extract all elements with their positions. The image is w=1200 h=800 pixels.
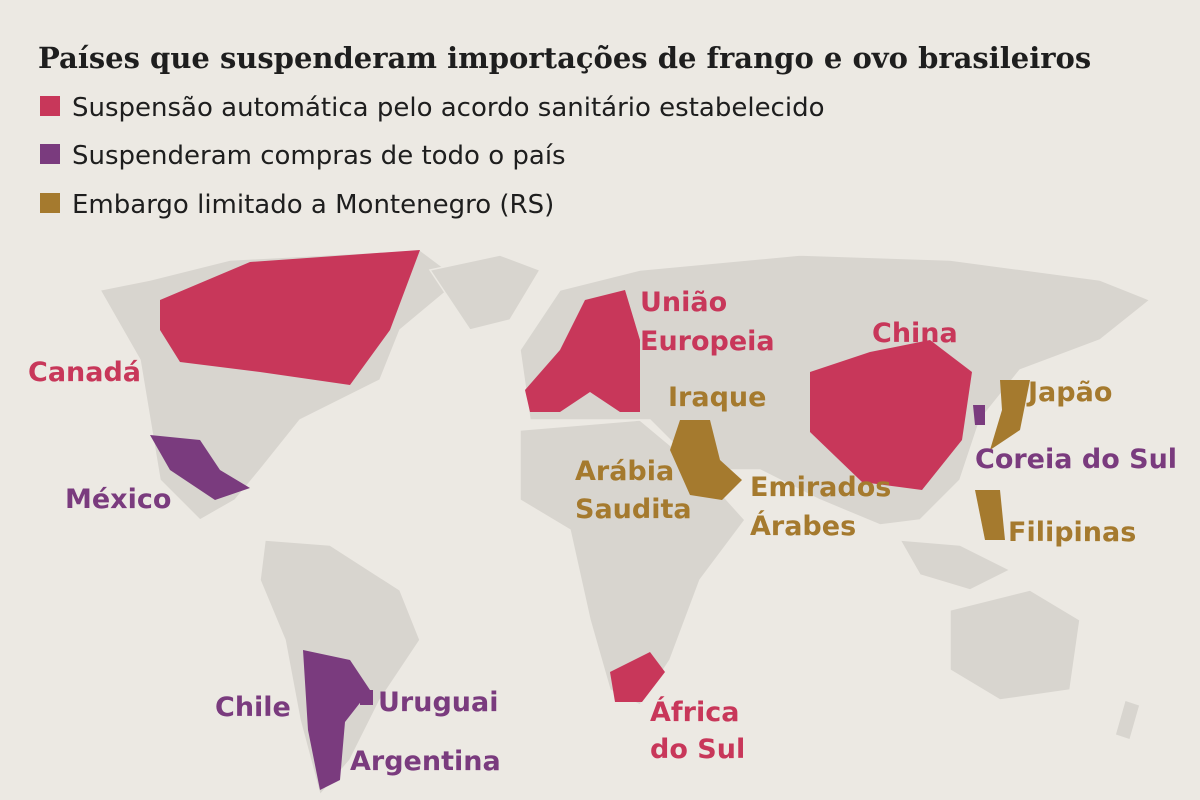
country-label: Uruguai xyxy=(378,687,499,718)
country-label: Argentina xyxy=(350,746,501,777)
legend-swatch xyxy=(40,96,60,116)
legend-label: Suspenderam compras de todo o país xyxy=(72,141,566,171)
country-labels: Canadá União Europeia China África do Su… xyxy=(28,287,1177,777)
china xyxy=(810,340,972,490)
south-africa xyxy=(610,652,665,702)
country-label: China xyxy=(872,318,958,349)
country-label: Chile xyxy=(215,692,291,723)
legend-swatch xyxy=(40,193,60,213)
australia xyxy=(949,589,1081,701)
country-label: Europeia xyxy=(640,326,775,357)
country-label: África xyxy=(650,696,739,728)
title: Países que suspenderam importações de fr… xyxy=(38,41,1091,75)
country-label: Japão xyxy=(1026,377,1112,408)
country-label: Filipinas xyxy=(1008,517,1136,548)
legend-label: Embargo limitado a Montenegro (RS) xyxy=(72,190,554,220)
canada xyxy=(160,250,420,385)
european-union xyxy=(525,290,640,412)
southeast-asia xyxy=(898,539,1012,591)
country-label: União xyxy=(640,287,727,318)
middle-east xyxy=(670,420,742,500)
new-zealand xyxy=(1114,699,1141,741)
legend-label: Suspensão automática pelo acordo sanitár… xyxy=(72,93,825,123)
country-label: Coreia do Sul xyxy=(975,444,1177,475)
japan xyxy=(990,380,1030,450)
country-label: Canadá xyxy=(28,357,141,388)
highlighted-countries xyxy=(150,250,1030,790)
south-korea xyxy=(973,405,985,425)
country-label: México xyxy=(65,484,171,515)
country-label: Iraque xyxy=(668,382,766,413)
country-label: Arábia xyxy=(575,456,674,487)
mexico xyxy=(150,435,250,500)
legend-swatch xyxy=(40,144,60,164)
greenland xyxy=(428,254,542,331)
philippines xyxy=(975,490,1005,540)
uruguay xyxy=(360,690,373,705)
country-label: Emirados xyxy=(750,472,891,503)
country-label: do Sul xyxy=(650,734,745,765)
country-label: Árabes xyxy=(750,510,856,542)
country-label: Saudita xyxy=(575,494,692,525)
argentina-chile xyxy=(303,650,370,790)
